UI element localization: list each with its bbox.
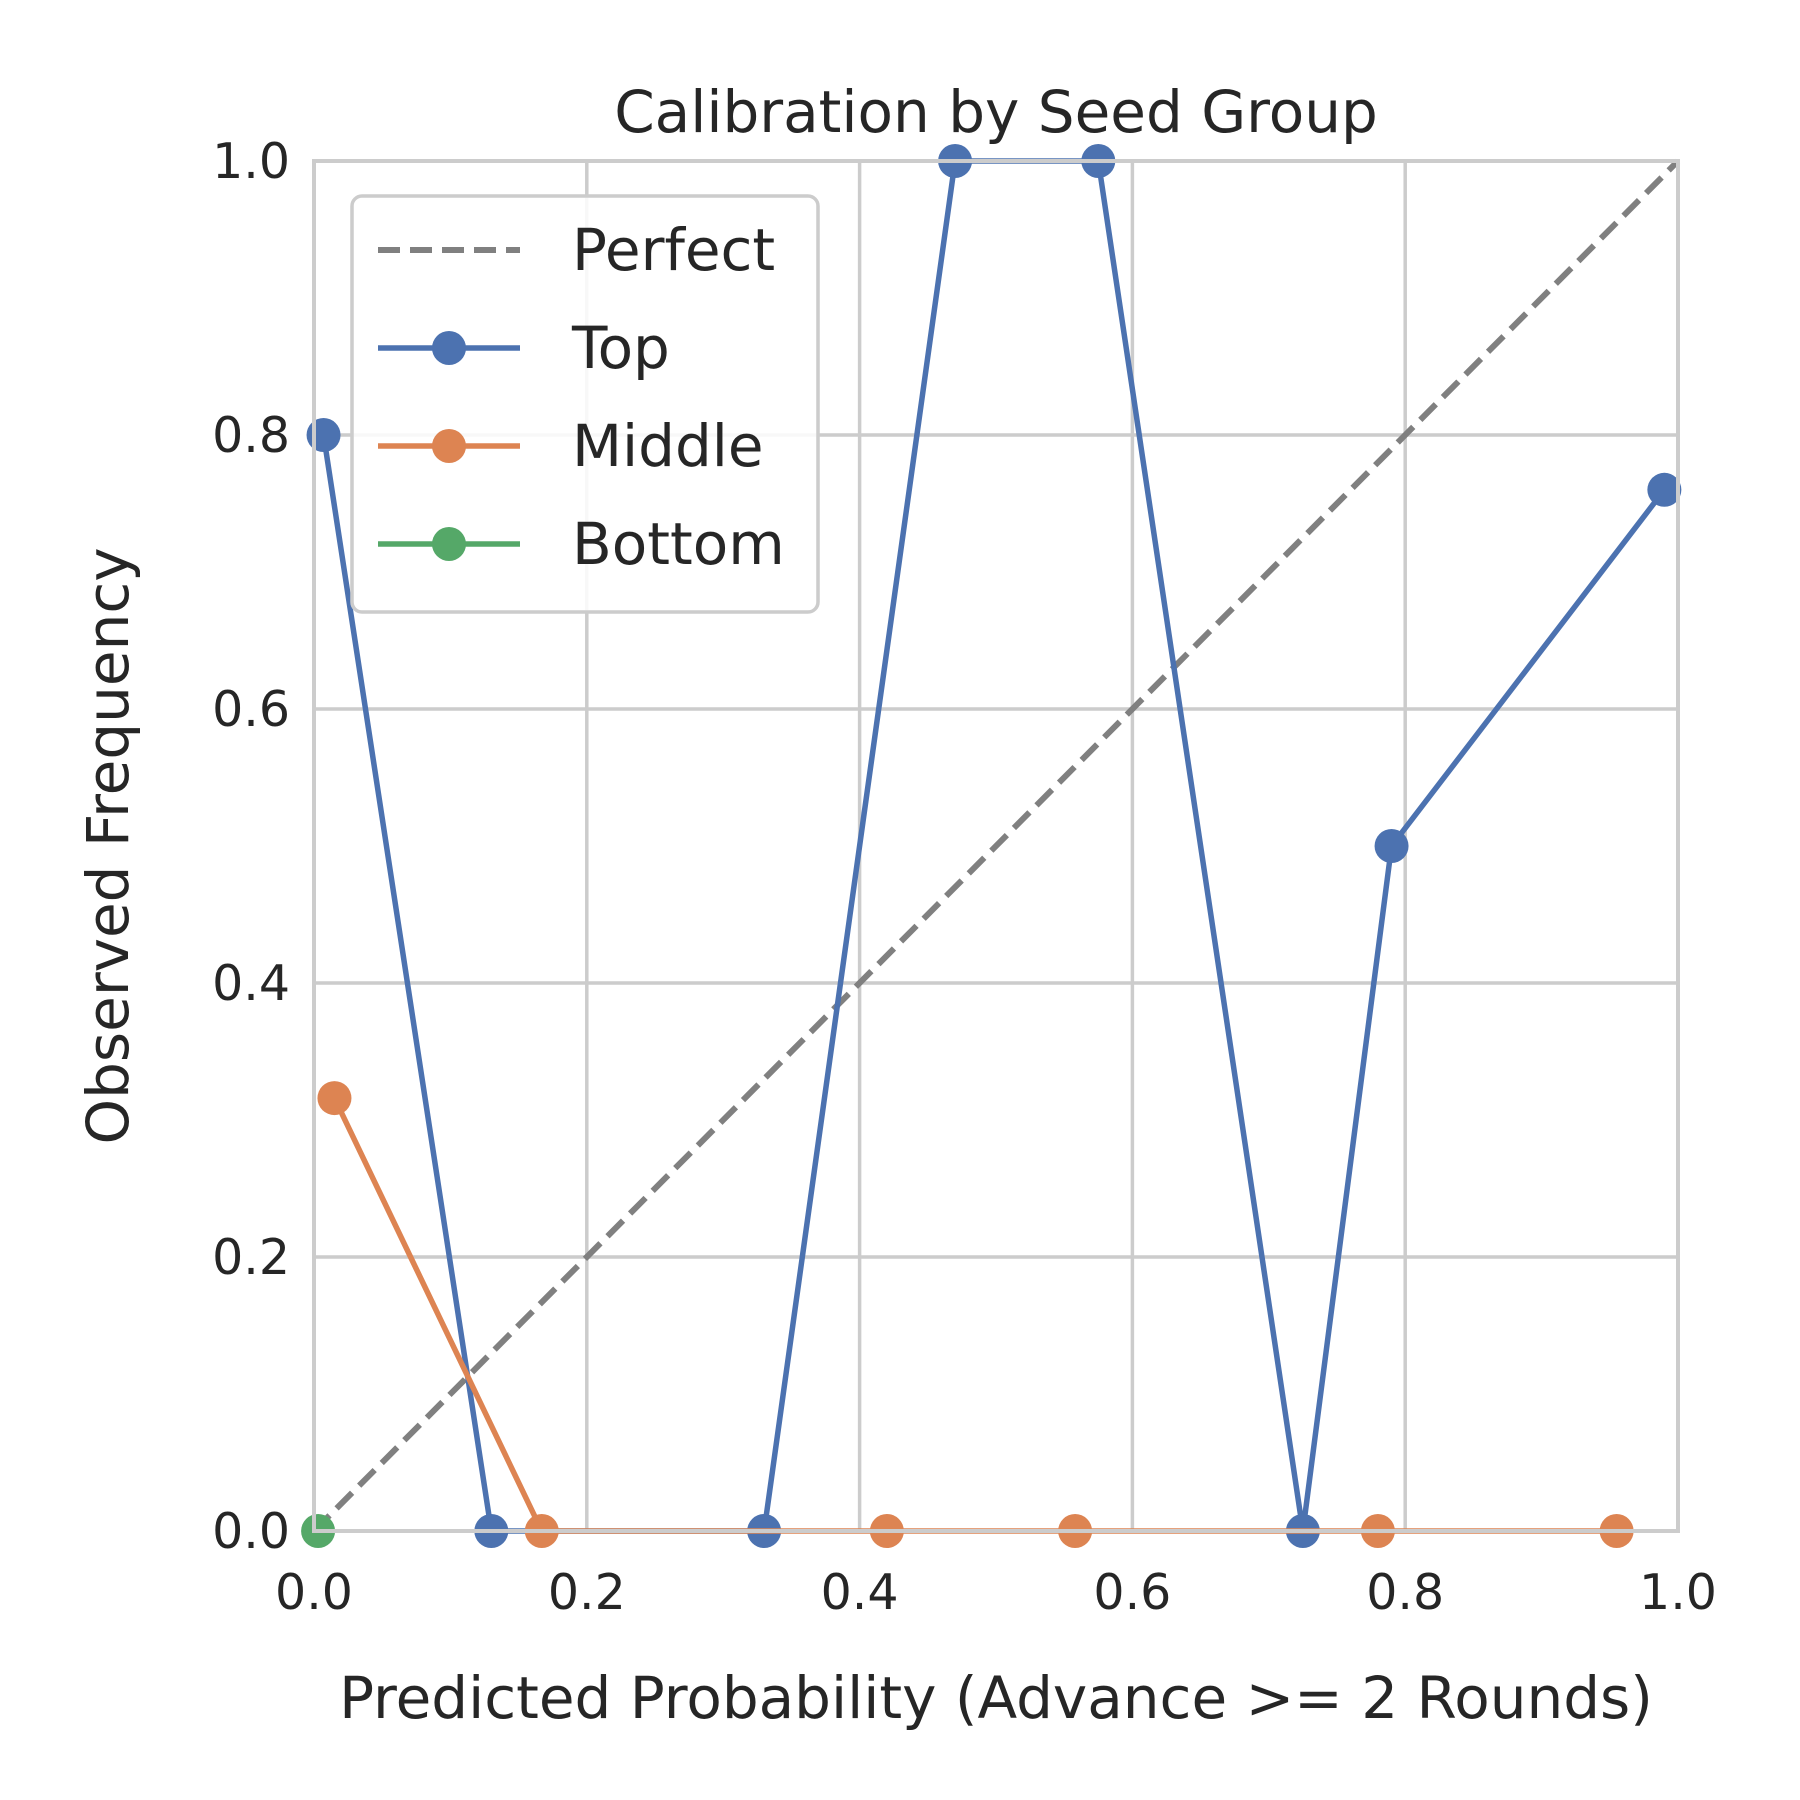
- plot-frame: [312, 159, 1680, 1533]
- y-tick-label: 0.4: [212, 955, 290, 1012]
- y-tick-label: 0.2: [212, 1229, 290, 1286]
- legend-entry-perfect: Perfect: [378, 216, 775, 284]
- data-point-middle: [317, 1081, 352, 1116]
- x-tick-label: 0.4: [821, 1564, 899, 1621]
- legend-marker-bottom: [432, 527, 466, 561]
- x-tick-label: 0.6: [1093, 1564, 1171, 1621]
- reference-layer: [311, 158, 1681, 1534]
- legend-entry-middle: Middle: [378, 412, 764, 480]
- legend-box: [350, 194, 820, 614]
- x-tick-label: 0.0: [275, 1564, 353, 1621]
- y-tick-label: 0.0: [212, 1503, 290, 1560]
- legend-entry-bottom: Bottom: [378, 510, 785, 578]
- legend-label-middle: Middle: [572, 412, 764, 480]
- y-tick-label: 1.0: [212, 133, 290, 190]
- x-axis-title: Predicted Probability (Advance >= 2 Roun…: [339, 1664, 1653, 1732]
- y-axis-title: Observed Frequency: [74, 547, 142, 1144]
- y-tick-label: 0.8: [212, 407, 290, 464]
- data-point-top: [1647, 472, 1682, 507]
- legend-marker-middle: [432, 429, 466, 463]
- perfect-reference-line: [311, 158, 1681, 1534]
- chart-title: Calibration by Seed Group: [614, 78, 1378, 146]
- x-tick-label: 1.0: [1639, 1564, 1717, 1621]
- legend-marker-top: [432, 331, 466, 365]
- series-middle: [317, 1081, 1634, 1548]
- legend-label-top: Top: [571, 314, 670, 382]
- tick-labels: 0.0 0.2 0.4 0.6 0.8 1.0 0.0 0.2 0.4 0.6 0.8 1.0: [212, 133, 1717, 1621]
- legend-entry-top: Top: [378, 314, 670, 382]
- x-tick-label: 0.8: [1366, 1564, 1444, 1621]
- y-tick-label: 0.6: [212, 681, 290, 738]
- data-point-top: [1374, 829, 1409, 863]
- legend-label-bottom: Bottom: [572, 510, 785, 578]
- legend-label-perfect: Perfect: [572, 216, 775, 284]
- x-tick-label: 0.2: [548, 1564, 626, 1621]
- data-point-top: [306, 418, 341, 452]
- legend: Perfect Top Middle Bottom: [350, 194, 820, 614]
